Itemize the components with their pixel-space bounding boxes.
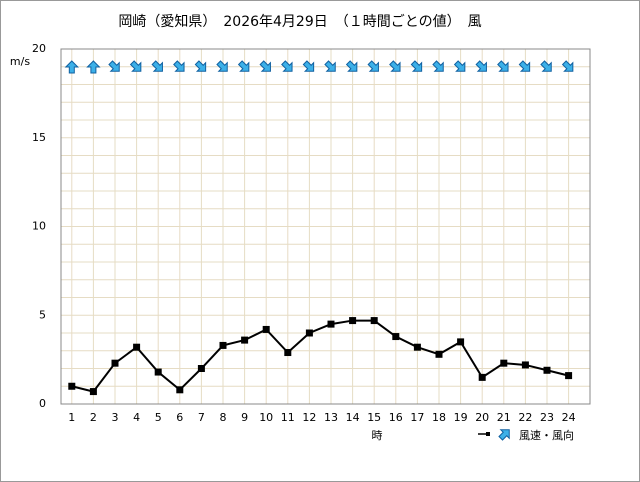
x-tick-label: 1 <box>68 411 75 424</box>
x-tick-label: 7 <box>198 411 205 424</box>
point <box>219 341 227 349</box>
point <box>154 368 162 376</box>
x-tick-label: 20 <box>475 411 489 424</box>
point <box>500 359 508 367</box>
point <box>197 365 205 372</box>
y-tick-label: 10 <box>32 220 46 233</box>
point <box>565 372 573 380</box>
x-tick-label: 15 <box>367 411 381 424</box>
point <box>478 373 486 381</box>
point <box>457 338 465 346</box>
wind-arrow <box>151 60 163 72</box>
point <box>262 325 270 333</box>
point <box>435 350 443 358</box>
x-tick-label: 8 <box>220 411 227 424</box>
wind-arrow <box>64 60 80 74</box>
x-tick-label: 3 <box>112 411 119 424</box>
wind-arrow <box>237 60 250 72</box>
x-tick-label: 12 <box>302 411 316 424</box>
wind-arrow <box>324 60 336 72</box>
wind-arrow <box>453 60 466 72</box>
x-label: 時 <box>372 429 383 442</box>
x-tick-label: 6 <box>176 411 183 424</box>
legend-label: 風速・風向 <box>519 428 574 442</box>
line <box>71 319 569 393</box>
y-tick-label: 5 <box>39 308 46 321</box>
point <box>89 388 97 396</box>
x-tick-label: 10 <box>259 411 273 424</box>
wind-arrow <box>108 60 120 72</box>
y-tick-label: 20 <box>32 42 46 55</box>
point <box>68 382 76 390</box>
point <box>543 366 551 374</box>
wind-arrow <box>561 60 574 72</box>
point <box>305 329 313 337</box>
x-tick-label: 5 <box>155 411 162 424</box>
point <box>521 361 529 369</box>
wind-arrow <box>259 60 271 72</box>
wind-arrow <box>540 60 552 72</box>
wind-arrow <box>367 60 379 72</box>
wind-arrow <box>302 60 315 72</box>
y-unit: m/s <box>10 55 30 68</box>
point <box>133 343 141 351</box>
plot-border <box>60 48 591 405</box>
y-tick-label: 0 <box>39 397 46 410</box>
wind-arrow <box>86 60 101 74</box>
x-tick-label: 22 <box>518 411 532 424</box>
wind-arrow <box>173 60 185 72</box>
x-tick-label: 16 <box>389 411 403 424</box>
x-tick-label: 19 <box>454 411 468 424</box>
point <box>284 349 292 357</box>
wind-arrow <box>216 60 228 72</box>
x-tick-label: 13 <box>324 411 338 424</box>
x-tick-label: 4 <box>133 411 140 424</box>
wind-arrow <box>345 60 358 72</box>
point <box>392 333 400 341</box>
x-tick-label: 11 <box>281 411 295 424</box>
wind-arrow <box>129 60 142 72</box>
wind-arrow <box>518 60 531 72</box>
legend-point <box>486 432 490 436</box>
chart-title: 岡崎（愛知県） 2026年4月29日 （１時間ごとの値） 風 <box>118 13 481 30</box>
x-tick-label: 14 <box>346 411 360 424</box>
legend-arrow <box>498 429 510 441</box>
x-tick-label: 2 <box>90 411 97 424</box>
point <box>176 386 184 394</box>
x-tick-label: 23 <box>540 411 554 424</box>
point <box>327 320 335 328</box>
wind-arrow <box>194 60 207 72</box>
point <box>413 343 421 351</box>
wind-arrow <box>410 60 423 72</box>
x-tick-label: 9 <box>241 411 248 424</box>
point <box>241 336 249 344</box>
x-tick-label: 17 <box>410 411 424 424</box>
y-tick-label: 15 <box>32 131 46 144</box>
wind-arrow <box>389 60 401 72</box>
x-tick-label: 18 <box>432 411 446 424</box>
wind-arrow <box>281 60 293 72</box>
point <box>370 317 378 325</box>
point <box>349 317 357 325</box>
wind-arrow <box>475 60 487 72</box>
point <box>111 359 119 367</box>
wind-arrow <box>497 60 509 72</box>
wind-arrow <box>432 60 444 72</box>
x-tick-label: 21 <box>497 411 511 424</box>
x-tick-label: 24 <box>562 411 576 424</box>
